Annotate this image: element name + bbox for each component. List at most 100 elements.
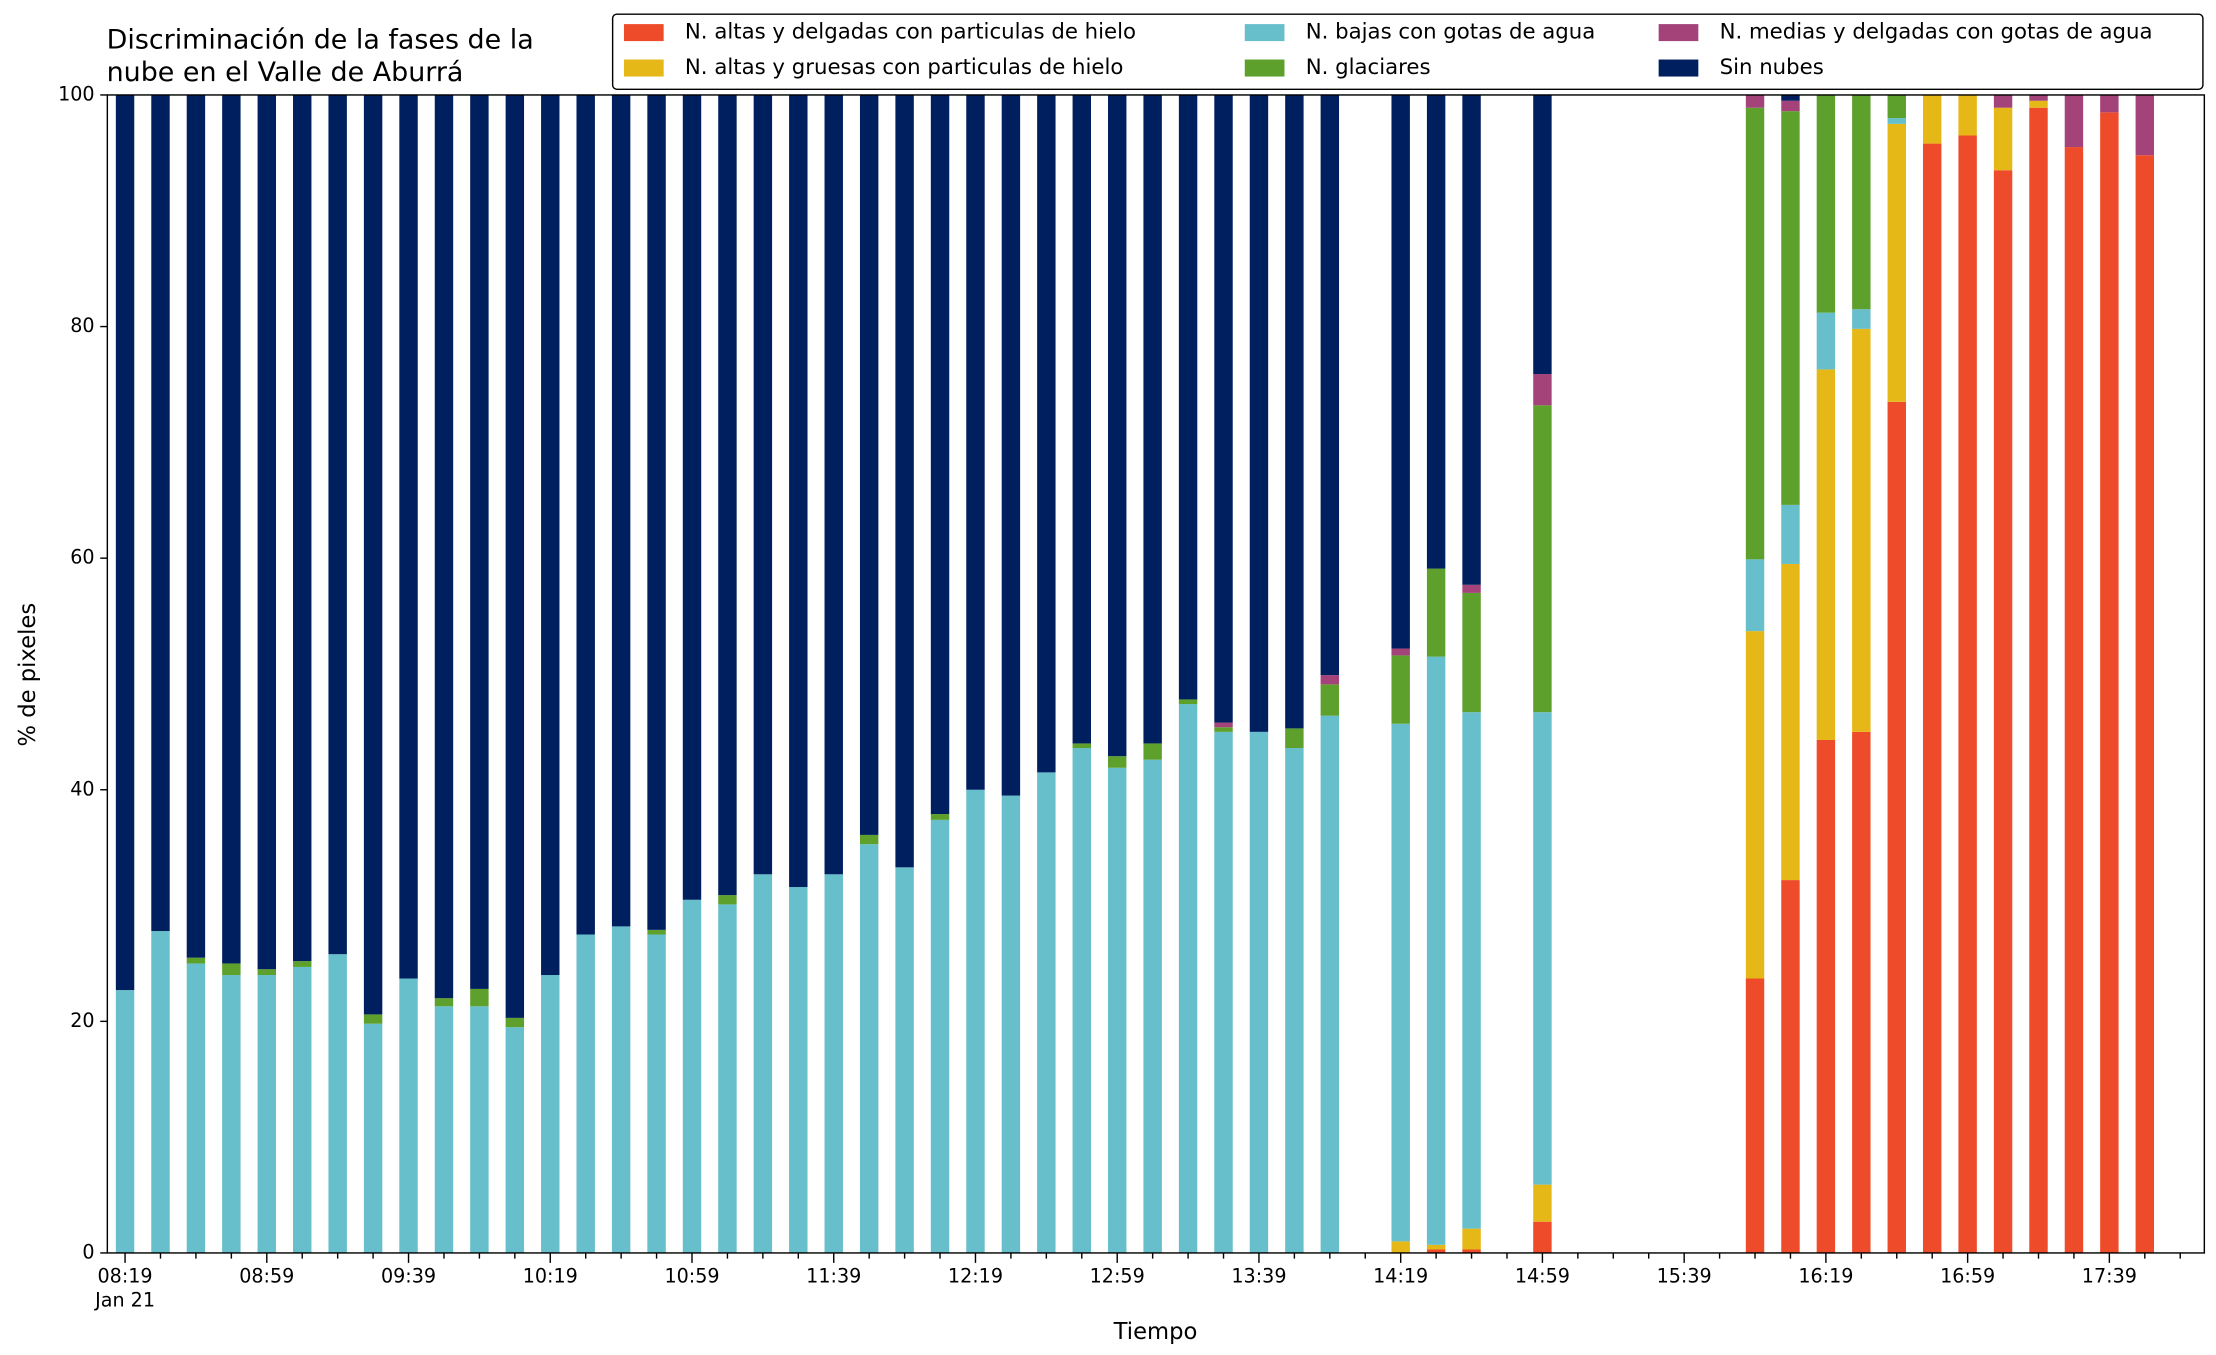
x-tick-label: 12:59 [1090,1265,1145,1288]
bar-segment [1285,748,1304,1253]
y-tick-label: 60 [70,546,94,569]
bar-segment [1320,684,1340,716]
bar-segment [1320,94,1340,676]
bar-segment [1816,369,1836,740]
bar-segment [328,94,347,955]
bar-segment [1178,699,1198,705]
bar-segment [859,844,879,1253]
bar-segment [186,94,206,958]
bar-segment [1426,1244,1446,1250]
bar-segment [470,94,489,989]
bar-segment [1462,584,1481,593]
legend-label: Sin nubes [1720,55,1824,80]
bar-segment [1214,94,1233,723]
bar-segment [2135,155,2155,1253]
bar-segment [1993,94,2013,108]
bar-segment [1426,1249,1446,1253]
bar-segment [718,94,737,896]
bar-segment [151,931,170,1253]
bar-segment [1816,312,1836,370]
chart-title: nube en el Valle de Aburrá [107,57,464,88]
bar-segment [1993,107,2013,171]
bar-segment [1391,648,1410,656]
y-tick-label: 40 [70,777,94,800]
x-tick-label: 09:39 [381,1265,436,1288]
bar-segment [1781,880,1800,1253]
bar-segment [1462,1249,1481,1253]
bar-segment [115,94,135,991]
x-tick-label: 14:59 [1515,1265,1570,1288]
y-tick-label: 20 [70,1009,94,1032]
legend-swatch [1244,24,1285,42]
bar-segment [1001,94,1021,796]
bar-segment [541,975,560,1253]
bar-segment [2064,147,2084,1253]
legend-swatch [1658,59,1699,77]
x-tick-label: 17:39 [2082,1265,2137,1288]
bar-segment [1001,795,1021,1253]
bar-segment [1922,94,1942,144]
bar-segment [399,978,418,1253]
bar-segment [257,969,277,976]
bar-segment [115,990,135,1253]
bar-segment [1462,1228,1481,1250]
bar-segment [1320,675,1340,685]
bar-segment [363,94,383,1015]
bar-segment [1533,405,1552,713]
bar-segment [1887,401,1906,1253]
bar-segment [1745,107,1765,560]
bar-segment [505,1017,525,1028]
bar-segment [2029,100,2048,108]
legend-box [611,13,2204,91]
bar-segment [1745,978,1765,1253]
bar-segment [1816,94,1836,313]
legend-swatch [623,59,664,77]
bar-segment [1745,559,1765,632]
bar-segment [611,94,631,927]
bar-segment [293,94,312,962]
bar-segment [1214,722,1233,728]
legend-label: N. medias y delgadas con gotas de agua [1720,20,2153,45]
bar-segment [222,94,241,964]
bar-segment [1993,170,2013,1253]
bar-segment [966,94,985,790]
y-tick-label: 80 [70,314,94,337]
bar-segment [541,94,560,976]
bar-segment [753,94,773,875]
bar-segment [1391,1241,1410,1253]
bar-segment [576,934,595,1253]
bar-segment [1178,704,1198,1253]
bar-segment [1887,94,1906,119]
bar-segment [1285,94,1304,729]
bar-segment [611,926,631,1253]
bar-segment [1285,728,1304,749]
bar-segment [1533,94,1552,375]
x-date-label: Jan 21 [94,1289,155,1312]
bar-segment [895,867,914,1253]
bar-segment [718,904,737,1253]
bar-segment [1426,568,1446,657]
bar-segment [1214,731,1233,1253]
bar-segment [647,94,666,930]
bar-segment [434,998,454,1007]
x-tick-label: 14:19 [1373,1265,1428,1288]
bar-segment [859,94,879,835]
bar-segment [1178,94,1198,700]
bar-segment [293,961,312,967]
bar-segment [1462,94,1481,585]
bar-segment [186,957,206,964]
bar-segment [1143,743,1162,760]
bar-segment [1143,759,1162,1253]
bar-segment [1816,739,1836,1253]
bar-segment [1462,712,1481,1229]
bar-segment [434,1006,454,1253]
x-tick-label: 15:39 [1657,1265,1712,1288]
bar-segment [1072,94,1091,744]
bar-segment [186,963,206,1253]
bar-segment [222,975,241,1253]
bar-segment [293,966,312,1253]
bar-segment [1781,94,1800,101]
bar-segment [2029,94,2048,101]
legend-swatch [1658,24,1699,42]
